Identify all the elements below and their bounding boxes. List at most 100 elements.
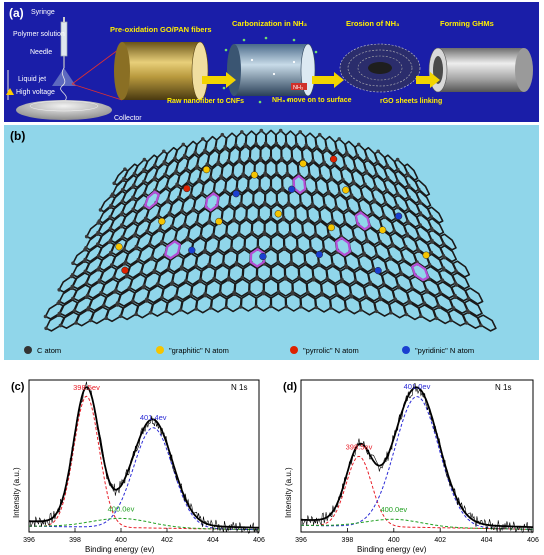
plot-frame bbox=[300, 379, 534, 533]
highlight-ring bbox=[354, 211, 371, 231]
nitrogen-dopants bbox=[115, 155, 430, 275]
x-tick-label: 396 bbox=[23, 537, 35, 544]
dopant-atom bbox=[259, 252, 267, 261]
dopant-atom bbox=[329, 155, 338, 163]
label-polymer-solution: Polymer solution bbox=[13, 31, 65, 38]
chart-d-xlabel: Binding energy (ev) bbox=[357, 545, 427, 554]
dopant-atom bbox=[327, 223, 335, 232]
chart-c-xlabel: Binding energy (ev) bbox=[85, 545, 155, 554]
peak-label: 400.0ev bbox=[108, 504, 135, 513]
dopant-atom bbox=[188, 246, 196, 254]
dopant-atom bbox=[288, 185, 296, 193]
chart-c-xps: (c) N 1s Intensity (a.u.) Binding energy… bbox=[5, 368, 267, 555]
x-tick-label: 404 bbox=[207, 537, 219, 544]
panel-a-label: (a) bbox=[9, 6, 24, 20]
legend-swatch-c bbox=[24, 346, 32, 354]
dopant-atom bbox=[299, 159, 307, 168]
legend-label-c: C atom bbox=[37, 346, 61, 355]
dopant-atom bbox=[202, 165, 211, 174]
dopant-atom bbox=[158, 217, 166, 226]
dopant-atom bbox=[274, 210, 282, 218]
arrow-label-2: NH₃ move on to surface bbox=[272, 97, 352, 104]
nh3-tag-label: NH₃ bbox=[293, 85, 303, 91]
x-tick-label: 406 bbox=[527, 537, 539, 544]
carbon-fiber-cylinder bbox=[222, 36, 322, 104]
peak-label: 400.0ev bbox=[380, 505, 407, 514]
chart-c-plot-area: 396 398 400 402 404 406 398.5ev 401.4ev 400.0ev bbox=[23, 379, 265, 544]
chart-c-panel-label: (c) bbox=[11, 381, 25, 393]
chart-c-ylabel: Intensity (a.u.) bbox=[12, 467, 21, 518]
dopant-atom bbox=[215, 217, 223, 226]
x-tick-label: 400 bbox=[115, 537, 127, 544]
label-liquid-jet: Liquid jet bbox=[18, 76, 46, 83]
chart-d-title: N 1s bbox=[495, 383, 511, 392]
chart-d-plot-area: 396 398 400 402 404 406 398.5ev 401.0ev 400.0ev bbox=[295, 379, 539, 544]
x-tick-label: 406 bbox=[253, 537, 265, 544]
legend-swatch-pyrrolic bbox=[290, 346, 298, 354]
panel-b-graphene-model: (b) C atom "graphitic" N atom "pyrrolic"… bbox=[4, 125, 539, 360]
highlight-ring bbox=[410, 262, 430, 282]
component-peak bbox=[29, 517, 260, 531]
x-tick-label: 402 bbox=[434, 537, 446, 544]
dopant-atom bbox=[374, 266, 382, 275]
highlight-ring bbox=[164, 240, 182, 260]
stage-title-3: Erosion of NH₃ bbox=[346, 19, 400, 28]
stage-title-1: Pre-oxidation GO/PAN fibers bbox=[110, 25, 212, 34]
dopant-atom bbox=[183, 184, 191, 193]
fitted-envelope bbox=[301, 386, 533, 528]
dopant-atom bbox=[422, 251, 430, 259]
x-tick-label: 400 bbox=[388, 537, 400, 544]
peak-label: 401.0ev bbox=[404, 382, 431, 391]
chart-d-panel-label: (d) bbox=[283, 381, 297, 393]
panel-a-schematic: (a) Syringe Polymer solution Needle Liqu… bbox=[4, 2, 539, 122]
highlight-ring bbox=[204, 192, 220, 212]
eroded-mesh-tube bbox=[339, 43, 421, 93]
electrospinning-apparatus bbox=[6, 17, 112, 120]
dopant-atom bbox=[250, 171, 259, 179]
legend-label-pyrrolic: "pyrrolic" N atom bbox=[303, 346, 359, 355]
arrow-label-3: rGO sheets linking bbox=[380, 98, 442, 105]
x-tick-label: 404 bbox=[481, 537, 493, 544]
dopant-atom bbox=[115, 243, 123, 251]
highlight-ring bbox=[143, 190, 160, 210]
x-tick-label: 398 bbox=[342, 537, 354, 544]
peak-label: 398.5ev bbox=[73, 383, 100, 392]
hollow-tube bbox=[428, 47, 533, 93]
panel-b-label: (b) bbox=[10, 129, 25, 143]
highlight-ring bbox=[292, 174, 307, 195]
process-arrows bbox=[202, 72, 440, 88]
legend-label-graphitic: "graphitic" N atom bbox=[169, 346, 229, 355]
arrow-label-1: Raw nanofiber to CNFs bbox=[167, 98, 244, 105]
dopant-atom bbox=[394, 212, 403, 220]
dopant-atom bbox=[342, 186, 350, 194]
fitted-envelope bbox=[29, 386, 259, 529]
peak-label: 401.4ev bbox=[140, 413, 167, 422]
component-peak bbox=[301, 518, 533, 530]
legend-swatch-pyridinic bbox=[402, 346, 410, 354]
peak-label: 398.5ev bbox=[346, 443, 373, 452]
legend-label-pyridinic: "pyridinic" N atom bbox=[415, 346, 474, 355]
chart-d-xps: (d) N 1s Intensity (a.u.) Binding energy… bbox=[275, 368, 540, 555]
dopant-atom bbox=[232, 190, 240, 198]
x-tick-label: 396 bbox=[295, 537, 307, 544]
label-high-voltage: High voltage bbox=[16, 89, 55, 96]
dopant-atom bbox=[121, 266, 129, 274]
label-syringe: Syringe bbox=[31, 9, 55, 16]
x-tick-label: 402 bbox=[161, 537, 173, 544]
dopant-atom bbox=[378, 226, 387, 234]
label-collector: Collector bbox=[114, 115, 142, 122]
chart-c-title: N 1s bbox=[231, 383, 247, 392]
nh3-tag bbox=[291, 83, 307, 90]
x-tick-label: 398 bbox=[69, 537, 81, 544]
graphene-lattice bbox=[43, 128, 497, 332]
highlight-ring bbox=[335, 236, 352, 257]
dopant-atom bbox=[315, 250, 323, 259]
legend-swatch-graphitic bbox=[156, 346, 164, 354]
label-needle: Needle bbox=[30, 49, 52, 56]
component-peak bbox=[301, 396, 533, 530]
pan-fiber-cylinder bbox=[114, 41, 209, 101]
stage-title-2: Carbonization in NH₃ bbox=[232, 19, 308, 28]
stage-title-4: Forming GHMs bbox=[440, 19, 494, 28]
chart-d-ylabel: Intensity (a.u.) bbox=[284, 467, 293, 518]
atom-legend: C atom "graphitic" N atom "pyrrolic" N a… bbox=[24, 346, 474, 355]
